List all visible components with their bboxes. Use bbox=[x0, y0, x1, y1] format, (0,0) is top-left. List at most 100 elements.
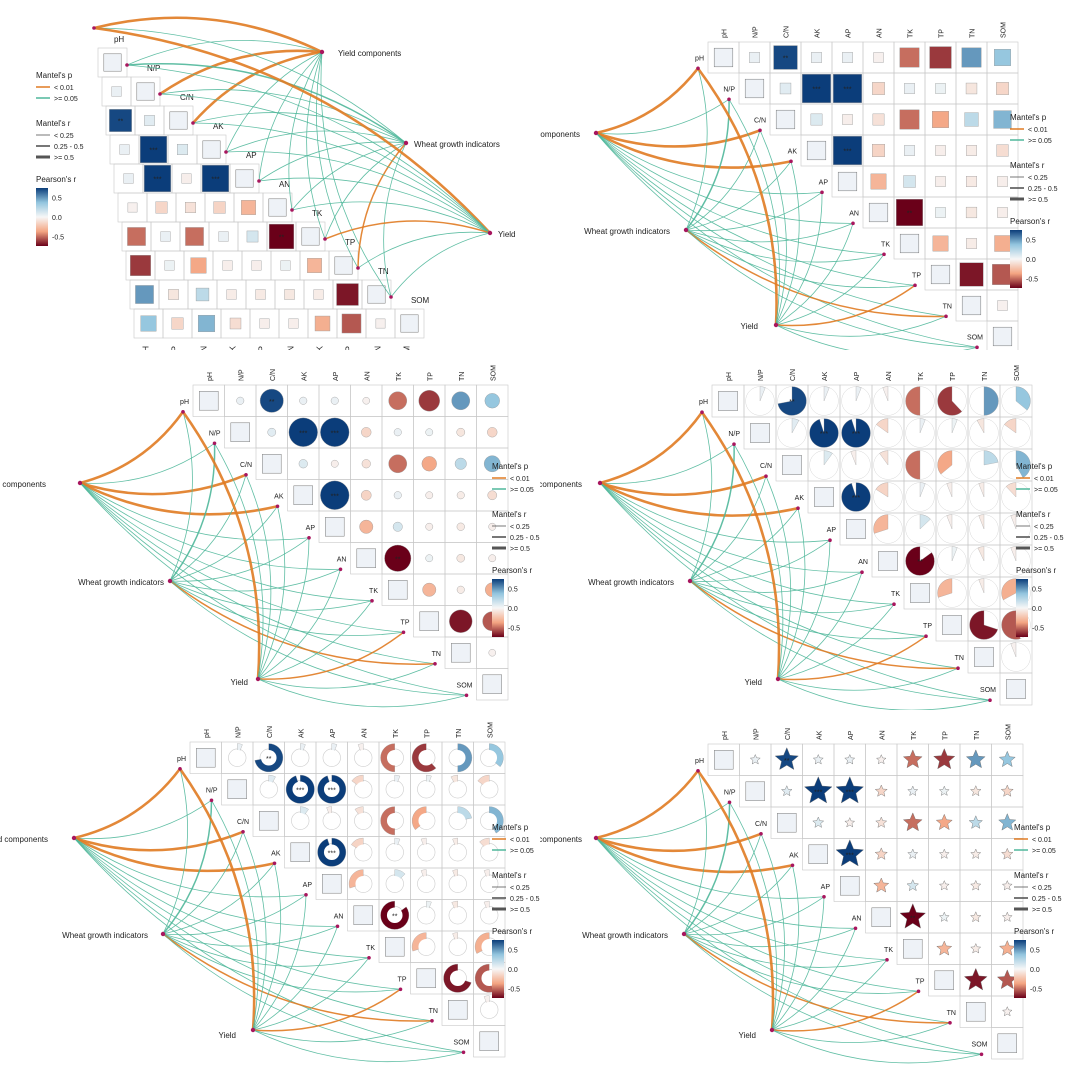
column-label: TP bbox=[345, 346, 354, 350]
column-label: pH bbox=[207, 372, 214, 381]
mantel-link bbox=[729, 802, 778, 1031]
variable-node bbox=[851, 221, 855, 226]
variable-node bbox=[700, 410, 704, 414]
corr-mark-N/P-AK-hole bbox=[292, 781, 309, 798]
mantel-link bbox=[599, 482, 991, 701]
corr-mark-AN-SOM bbox=[1001, 911, 1013, 922]
diagonal-cell bbox=[997, 1033, 1017, 1053]
grid-cell bbox=[999, 672, 1033, 706]
pearson-tick-label: -0.5 bbox=[52, 234, 64, 241]
legend-r-label: < 0.25 bbox=[1032, 885, 1052, 892]
mantel-link bbox=[288, 51, 323, 211]
corr-mark-AK-N/P bbox=[139, 135, 168, 164]
legend-p-label: < 0.01 bbox=[1034, 476, 1054, 483]
column-label: AN bbox=[886, 371, 893, 381]
pearson-tick-label: -0.5 bbox=[508, 625, 520, 632]
corr-mark-AP-TP bbox=[938, 880, 950, 891]
diagonal-cell bbox=[966, 1002, 986, 1022]
corr-mark-TP-N/P bbox=[164, 260, 175, 271]
corr-mark-AK-TP-hole bbox=[418, 844, 435, 861]
corr-mark-pH-N/P bbox=[236, 396, 245, 405]
corr-mark-AK-TK bbox=[904, 145, 915, 156]
significance-label: *** bbox=[328, 787, 336, 794]
corr-mark-AK-TN bbox=[970, 848, 982, 859]
significance-label: *** bbox=[846, 789, 854, 796]
diagonal-cell bbox=[325, 517, 345, 537]
legend-p-label: < 0.01 bbox=[1028, 127, 1048, 134]
corr-mark-SOM-C/N bbox=[197, 314, 216, 333]
significance-label: ** bbox=[279, 235, 285, 242]
corr-mark-N/P-TP bbox=[425, 428, 434, 437]
corr-mark-C/N-AK-hole bbox=[292, 812, 309, 829]
corr-mark-pH-AP bbox=[844, 753, 856, 765]
column-label: pH bbox=[204, 729, 211, 738]
corr-mark-N/P-SOM bbox=[996, 82, 1009, 95]
mantel-link bbox=[169, 506, 278, 582]
corr-mark-C/N-AP-hole bbox=[323, 812, 340, 829]
corr-mark-SOM-TP bbox=[341, 313, 362, 334]
variable-node bbox=[916, 989, 921, 994]
variable-node bbox=[257, 179, 261, 183]
column-label: SOM bbox=[1001, 22, 1008, 38]
mantel-link bbox=[599, 482, 831, 543]
env-label: Yield bbox=[745, 678, 763, 687]
corr-mark-AK-TK-hole bbox=[386, 844, 403, 861]
env-label: Wheat growth indicators bbox=[62, 931, 148, 940]
row-label: TN bbox=[378, 267, 389, 276]
corr-mark-pH-C/N-hole bbox=[260, 749, 277, 766]
legend-r-label: < 0.25 bbox=[1034, 524, 1054, 531]
mantel-link bbox=[759, 130, 787, 326]
row-label: TP bbox=[923, 623, 932, 630]
corr-mark-AP-AN-hole bbox=[355, 875, 372, 892]
row-label: AN bbox=[858, 559, 868, 566]
variable-node bbox=[158, 92, 162, 96]
diagonal-cell bbox=[777, 813, 797, 833]
row-label: AN bbox=[337, 556, 347, 563]
panel-upper-square: ** *** *** *** ** pH pH N/P N/P C/N C/N AK AK AP AP AN A… bbox=[540, 0, 1080, 350]
corr-mark-TN-AK bbox=[226, 289, 237, 300]
legend-r-label: 0.25 - 0.5 bbox=[1032, 896, 1062, 903]
variable-node bbox=[307, 535, 311, 540]
column-label: AP bbox=[846, 28, 853, 38]
env-label: Wheat growth indicators bbox=[588, 578, 674, 587]
mantel-link bbox=[685, 192, 823, 231]
column-label: AN bbox=[364, 371, 371, 381]
column-label: AN bbox=[287, 346, 296, 350]
significance-label: *** bbox=[331, 430, 339, 437]
corr-mark-N/P-SOM bbox=[1000, 784, 1014, 797]
row-label: AP bbox=[306, 525, 316, 532]
diagonal-cell bbox=[961, 295, 982, 316]
mantel-link bbox=[93, 16, 323, 54]
mantel-link bbox=[683, 933, 888, 968]
grid-cell bbox=[394, 308, 425, 339]
legend-r-label: >= 0.5 bbox=[510, 907, 530, 914]
corr-mark-N/P-C/N bbox=[267, 427, 277, 437]
mantel-link bbox=[79, 442, 215, 484]
panel-circle: ** *** *** *** ** pH pH N/P N/P C/N C/N AK AK AP AP AN A… bbox=[0, 355, 540, 710]
row-label: TP bbox=[912, 273, 921, 280]
panel-lower-square: *************pHpHN/PN/PC/NC/NAKAKAPAPANA… bbox=[0, 0, 540, 350]
env-node bbox=[773, 322, 779, 328]
corr-mark-AP-TP-hole bbox=[418, 875, 435, 892]
mantel-link bbox=[599, 481, 799, 517]
legend-mantel-r-title: Mantel's r bbox=[1010, 161, 1045, 170]
corr-mark-SOM-AP bbox=[259, 318, 270, 329]
mantel-link bbox=[689, 412, 713, 582]
row-label: TP bbox=[916, 978, 925, 985]
variable-node bbox=[696, 768, 700, 773]
env-label: Yield bbox=[219, 1031, 237, 1040]
corr-mark-TK-TN bbox=[456, 585, 465, 594]
corr-mark-N/P-TK-hole bbox=[386, 781, 403, 798]
mantel-link bbox=[775, 161, 800, 326]
corr-mark-pH-N/P bbox=[749, 52, 760, 63]
diagonal-cell bbox=[992, 326, 1013, 347]
legend-group: Mantel's p < 0.01 >= 0.05 Mantel's r < 0.25 0… bbox=[1014, 823, 1062, 998]
diagonal-cell bbox=[930, 264, 951, 285]
mantel-link bbox=[728, 99, 780, 326]
mantel-link bbox=[595, 832, 762, 853]
column-label: SOM bbox=[403, 346, 412, 350]
corr-mark-TK-TN bbox=[978, 578, 985, 594]
mantel-link bbox=[775, 284, 916, 327]
diagonal-cell bbox=[290, 842, 310, 862]
significance-label: *** bbox=[812, 87, 820, 94]
